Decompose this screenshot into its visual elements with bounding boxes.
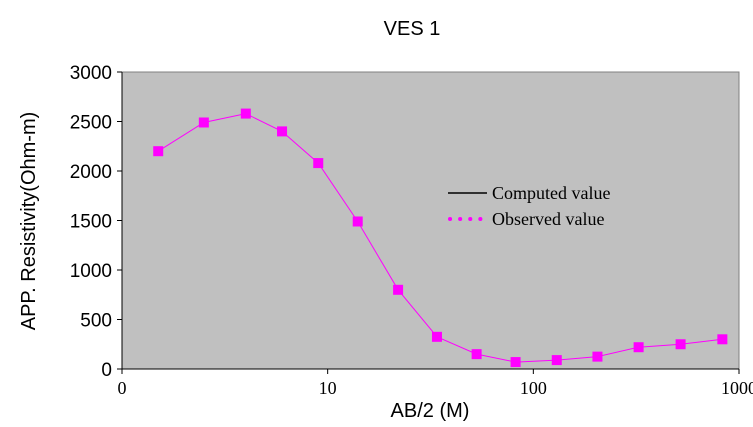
y-tick-label: 1000 [70, 261, 112, 282]
y-axis-ticks: 0 500 1000 1500 2000 2500 3000 [70, 63, 122, 381]
y-tick-label: 2000 [70, 162, 112, 183]
data-point [352, 216, 363, 227]
y-tick-label: 1500 [70, 212, 112, 233]
x-tick-label: 10 [319, 378, 337, 398]
legend: Computed value Observed value [448, 183, 610, 229]
data-point [240, 108, 251, 119]
x-tick-label: 0 [118, 378, 127, 398]
y-tick-label: 0 [101, 360, 112, 381]
data-point [510, 357, 521, 368]
data-point [198, 117, 209, 128]
series-layer [153, 108, 728, 368]
chart-title: VES 1 [384, 18, 441, 40]
x-axis-ticks: 0 10 100 1000 [118, 369, 753, 398]
y-tick-label: 500 [80, 311, 112, 332]
data-point [633, 342, 644, 353]
data-point [313, 158, 324, 169]
data-point [717, 334, 728, 345]
legend-computed-label: Computed value [492, 183, 610, 203]
plot-area [121, 71, 740, 370]
data-point [393, 284, 404, 295]
data-point [592, 351, 603, 362]
data-point [431, 331, 442, 342]
y-tick-label: 3000 [70, 63, 112, 84]
data-point [551, 355, 562, 366]
x-axis-label: AB/2 (M) [391, 400, 470, 422]
y-tick-label: 2500 [70, 113, 112, 134]
x-tick-label: 100 [520, 378, 547, 398]
y-axis-label: APP. Resistivity(Ohm-m) [18, 112, 40, 331]
legend-observed-label: Observed value [492, 209, 604, 229]
data-point [675, 339, 686, 350]
data-point [153, 146, 164, 157]
data-point [471, 349, 482, 360]
x-tick-label: 1000 [721, 378, 753, 398]
data-point [277, 126, 288, 137]
